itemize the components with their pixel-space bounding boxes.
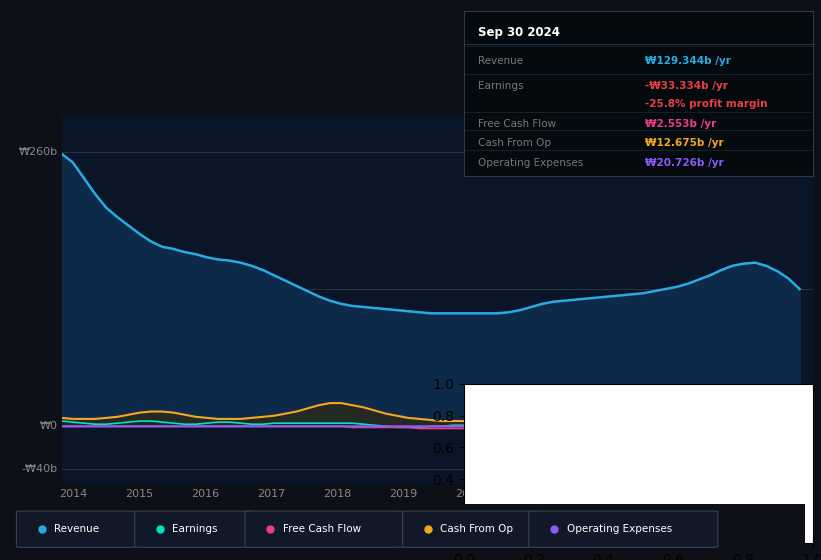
Text: Cash From Op: Cash From Op bbox=[478, 138, 551, 148]
Text: ₩12.675b /yr: ₩12.675b /yr bbox=[645, 138, 724, 148]
Text: Earnings: Earnings bbox=[478, 81, 523, 91]
Text: -25.8% profit margin: -25.8% profit margin bbox=[645, 99, 768, 109]
Text: Operating Expenses: Operating Expenses bbox=[566, 524, 672, 534]
Text: Free Cash Flow: Free Cash Flow bbox=[478, 119, 556, 129]
Text: ₩20.726b /yr: ₩20.726b /yr bbox=[645, 158, 724, 168]
Text: -₩40b: -₩40b bbox=[21, 464, 57, 474]
FancyBboxPatch shape bbox=[245, 511, 402, 547]
FancyBboxPatch shape bbox=[529, 511, 718, 547]
Text: ₩2.553b /yr: ₩2.553b /yr bbox=[645, 119, 717, 129]
Text: Earnings: Earnings bbox=[172, 524, 218, 534]
Text: Sep 30 2024: Sep 30 2024 bbox=[478, 26, 560, 39]
Text: Revenue: Revenue bbox=[54, 524, 99, 534]
Text: Revenue: Revenue bbox=[478, 56, 523, 66]
Text: ₩0: ₩0 bbox=[40, 421, 57, 431]
FancyBboxPatch shape bbox=[16, 511, 135, 547]
FancyBboxPatch shape bbox=[402, 511, 537, 547]
Text: -₩33.334b /yr: -₩33.334b /yr bbox=[645, 81, 728, 91]
Text: ₩260b: ₩260b bbox=[19, 147, 57, 157]
Text: Cash From Op: Cash From Op bbox=[440, 524, 513, 534]
Text: Free Cash Flow: Free Cash Flow bbox=[282, 524, 361, 534]
Text: ₩129.344b /yr: ₩129.344b /yr bbox=[645, 56, 732, 66]
Text: Operating Expenses: Operating Expenses bbox=[478, 158, 583, 168]
FancyBboxPatch shape bbox=[135, 511, 253, 547]
